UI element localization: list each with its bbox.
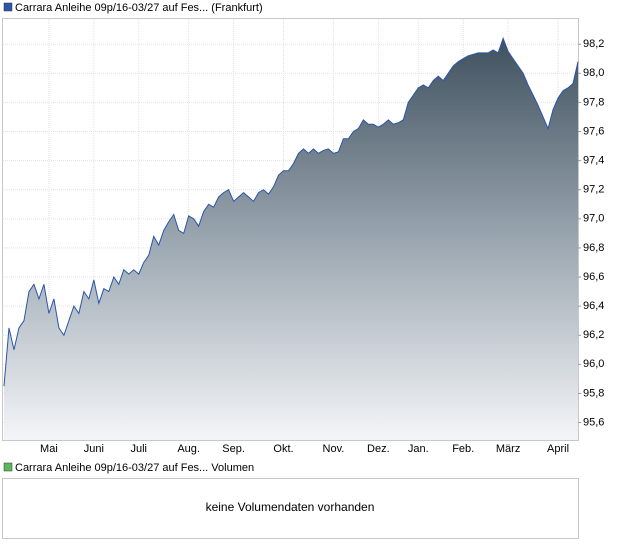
plot (3, 19, 581, 441)
y-tick-label: 97,0 (583, 213, 604, 225)
x-tick-label: Feb. (452, 443, 474, 455)
x-tick-label: Nov. (323, 443, 345, 455)
y-tick-label: 97,2 (583, 184, 604, 196)
x-tick-label: Okt. (273, 443, 293, 455)
y-tick-label: 96,8 (583, 242, 604, 254)
y-tick-label: 95,8 (583, 387, 604, 399)
x-tick-label: April (547, 443, 569, 455)
x-tick-label: Juni (84, 443, 104, 455)
y-tick-label: 97,8 (583, 96, 604, 108)
price-line (3, 36, 579, 387)
y-tick-label: 98,0 (583, 67, 604, 79)
y-tick-label: 96,2 (583, 329, 604, 341)
legend-label: Carrara Anleihe 09p/16-03/27 auf Fes... … (15, 2, 263, 14)
y-tick-label: 96,4 (583, 300, 604, 312)
x-tick-label: Mai (40, 443, 58, 455)
legend-swatch (3, 2, 13, 12)
volume-legend: Carrara Anleihe 09p/16-03/27 auf Fes... … (15, 462, 254, 474)
x-tick-label: Jan. (408, 443, 429, 455)
area-fill (4, 38, 578, 441)
y-tick-label: 98,2 (583, 38, 604, 50)
volume-frame (2, 478, 579, 539)
x-tick-label: Aug. (177, 443, 200, 455)
y-tick-label: 97,6 (583, 125, 604, 137)
no-data-message: keine Volumendaten vorhanden (206, 500, 375, 514)
y-tick-label: 96,0 (583, 358, 604, 370)
x-tick-label: März (496, 443, 520, 455)
x-tick-label: Dez. (367, 443, 390, 455)
y-tick-label: 96,6 (583, 271, 604, 283)
y-tick-label: 95,6 (583, 416, 604, 428)
y-tick-label: 97,4 (583, 155, 604, 167)
x-tick-label: Sep. (222, 443, 245, 455)
x-tick-label: Juli (131, 443, 148, 455)
volume-legend-swatch (3, 462, 13, 472)
